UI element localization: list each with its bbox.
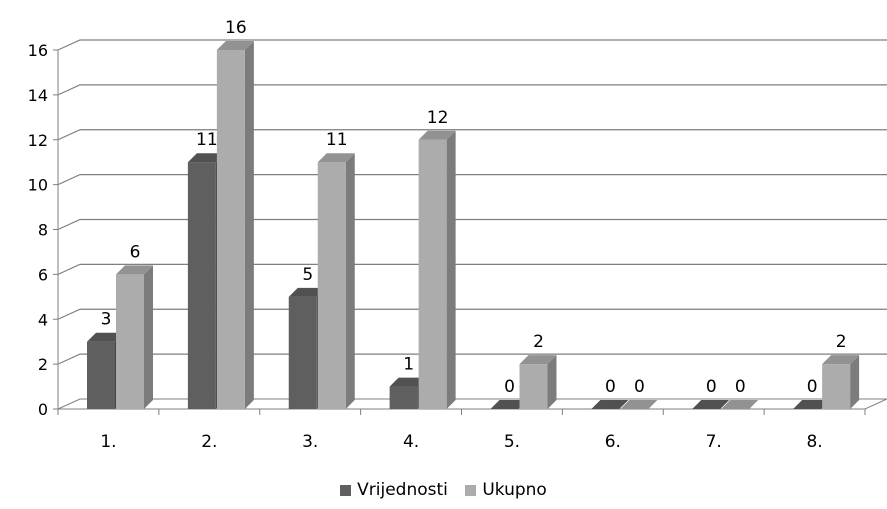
- legend-swatch-vrijednosti: [340, 485, 352, 496]
- bar-ukupno-3-top: [317, 153, 355, 163]
- bar-ukupno-4: [418, 130, 456, 409]
- data-label-vrijednosti-8: 0: [807, 377, 818, 397]
- gridline: [57, 308, 887, 320]
- x-tick-label: 6.: [605, 432, 621, 452]
- data-label-ukupno-3: 11: [326, 130, 348, 150]
- y-tick-label: 10: [28, 176, 48, 195]
- legend-label-vrijednosti: Vrijednosti: [357, 480, 448, 500]
- x-tick-label: 3.: [302, 432, 318, 452]
- y-tick-label: 4: [38, 310, 48, 329]
- bar-ukupno-8-front: [822, 364, 851, 409]
- data-label-vrijednosti-7: 0: [706, 377, 717, 397]
- bar-ukupno-8: [822, 355, 860, 409]
- legend-item-ukupno: Ukupno: [465, 480, 547, 500]
- bar-vrijednosti-5: [490, 400, 528, 409]
- legend-swatch-ukupno: [465, 485, 477, 496]
- data-label-ukupno-4: 12: [427, 108, 449, 128]
- bar-ukupno-5-side: [547, 355, 557, 409]
- bar-ukupno-8-side: [850, 355, 860, 409]
- x-tick-label: 8.: [806, 432, 822, 452]
- x-tick-label: 2.: [201, 432, 217, 452]
- bar-vrijednosti-6-top: [591, 400, 629, 409]
- data-label-vrijednosti-2: 11: [196, 130, 218, 150]
- y-tick-label: 12: [28, 131, 48, 150]
- bar-ukupno-2-side: [244, 41, 254, 409]
- bar-vrijednosti-3-front: [288, 296, 317, 409]
- bar-ukupno-7: [721, 400, 759, 409]
- legend-label-ukupno: Ukupno: [482, 480, 547, 500]
- bar-ukupno-1-side: [144, 265, 153, 409]
- bar-vrijednosti-1-front: [87, 341, 115, 409]
- data-label-ukupno-2: 16: [225, 18, 247, 38]
- y-tick-label: 14: [28, 86, 48, 105]
- gridline: [57, 218, 887, 231]
- bar-ukupno-2: [216, 41, 254, 409]
- data-label-vrijednosti-5: 0: [504, 377, 515, 397]
- data-label-ukupno-7: 0: [735, 377, 746, 397]
- bar-ukupno-5: [519, 355, 557, 409]
- y-tick-label: 16: [28, 41, 48, 60]
- bar-ukupno-5-top: [519, 355, 557, 365]
- bar-ukupno-5-front: [519, 364, 548, 409]
- bar-ukupno-4-side: [446, 130, 456, 409]
- gridline: [57, 174, 887, 186]
- bar-vrijednosti-7: [692, 400, 730, 409]
- bar-ukupno-7-top: [721, 400, 759, 409]
- bar-vrijednosti-7-top: [692, 400, 730, 409]
- bar-vrijednosti-4-top: [389, 377, 427, 387]
- y-tick-label: 2: [38, 355, 48, 374]
- gridline: [57, 84, 887, 96]
- gridline: [57, 39, 887, 51]
- bar-vrijednosti-8: [793, 400, 831, 409]
- bar-ukupno-6-top: [620, 400, 658, 409]
- bar-ukupno-4-top: [418, 130, 456, 140]
- data-label-vrijednosti-6: 0: [605, 377, 616, 397]
- data-label-ukupno-8: 2: [836, 332, 847, 352]
- x-tick-label: 1.: [100, 432, 116, 452]
- x-tick-label: 4.: [403, 432, 419, 452]
- y-tick-label: 8: [38, 221, 48, 240]
- bar-ukupno-1-front: [116, 274, 144, 409]
- bar-ukupno-3: [317, 153, 355, 409]
- gridline: [57, 129, 887, 141]
- bar-vrijednosti-5-top: [490, 400, 528, 409]
- y-tick-label: 6: [38, 265, 48, 284]
- bar-vrijednosti-2-front: [187, 162, 216, 409]
- data-label-vrijednosti-1: 3: [101, 310, 112, 330]
- bar-vrijednosti-2-top: [187, 153, 225, 163]
- data-label-ukupno-1: 6: [130, 242, 141, 262]
- bar-ukupno-2-top: [216, 41, 254, 50]
- bar-ukupno-3-front: [317, 162, 346, 409]
- bar-ukupno-6: [620, 400, 658, 409]
- y-tick-label: 0: [38, 400, 48, 419]
- bar-vrijednosti-3-top: [288, 287, 326, 297]
- data-label-ukupno-6: 0: [634, 377, 645, 397]
- bar-vrijednosti-1-top: [87, 332, 124, 342]
- data-label-vrijednosti-3: 5: [302, 265, 313, 285]
- data-label-vrijednosti-4: 1: [403, 355, 414, 375]
- bar-ukupno-4-front: [418, 139, 447, 409]
- bar-vrijednosti-4-front: [389, 386, 418, 409]
- legend-item-vrijednosti: Vrijednosti: [340, 480, 448, 500]
- bar-ukupno-3-side: [345, 153, 355, 409]
- chart-floor: [57, 398, 887, 410]
- chart-legend: Vrijednosti Ukupno: [0, 480, 887, 500]
- bar-ukupno-1: [116, 265, 153, 409]
- x-tick-label: 5.: [504, 432, 520, 452]
- data-label-ukupno-5: 2: [533, 332, 544, 352]
- bar-vrijednosti-8-top: [793, 400, 831, 409]
- gridline: [57, 263, 887, 275]
- bar-ukupno-1-top: [116, 265, 153, 275]
- gridline: [57, 353, 887, 365]
- x-tick-label: 7.: [706, 432, 722, 452]
- bar-vrijednosti-6: [591, 400, 629, 409]
- bar-ukupno-8-top: [822, 355, 860, 365]
- bar-ukupno-2-front: [216, 50, 245, 409]
